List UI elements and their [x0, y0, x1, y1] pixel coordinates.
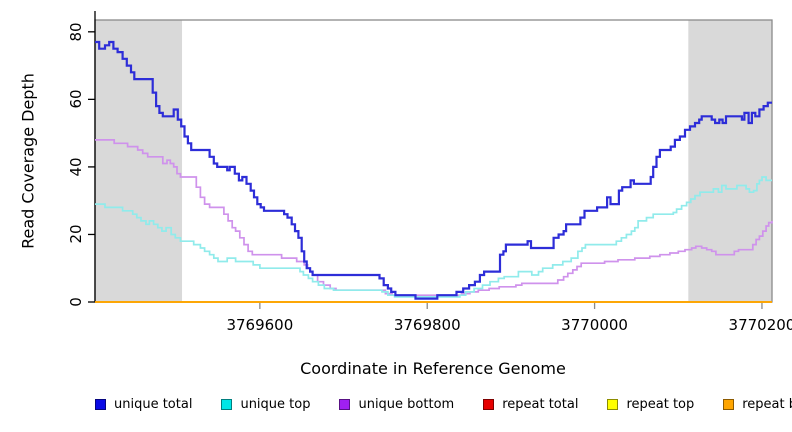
x-tick-label: 3769600: [226, 316, 294, 334]
plot-box: [94, 19, 773, 303]
x-tick-label: 3770200: [728, 316, 792, 334]
legend-item-repeat-bottom: repeat bottom: [723, 397, 792, 412]
legend: unique total unique top unique bottom repea…: [95, 397, 792, 412]
x-tick-label: 3770000: [561, 316, 628, 334]
legend-swatch-icon: [723, 399, 735, 410]
legend-label: unique top: [240, 397, 311, 412]
legend-swatch-icon: [95, 399, 106, 410]
legend-item-unique-bottom: unique bottom: [339, 397, 454, 412]
highlight-region: [688, 20, 772, 302]
y-tick-label: 60: [67, 89, 85, 109]
legend-label: unique total: [114, 397, 193, 412]
legend-swatch-icon: [607, 399, 619, 410]
series-line-unique-bottom: [95, 139, 773, 297]
y-axis-title: Read Coverage Depth: [18, 73, 38, 249]
y-tick-label: 40: [67, 157, 85, 177]
legend-item-repeat-top: repeat top: [607, 397, 694, 412]
legend-item-unique-total: unique total: [95, 397, 192, 412]
x-axis-title: Coordinate in Reference Genome: [300, 359, 566, 378]
legend-item-repeat-total: repeat total: [483, 397, 578, 412]
legend-swatch-icon: [221, 399, 233, 410]
legend-swatch-icon: [339, 399, 351, 410]
x-tick-label: 3769800: [393, 316, 461, 334]
y-tick-label: 80: [67, 22, 85, 42]
legend-label: unique bottom: [358, 397, 455, 412]
y-tick-label: 0: [67, 297, 85, 307]
y-tick-label: 20: [67, 224, 85, 244]
series-line-unique-top: [95, 176, 772, 298]
legend-swatch-icon: [483, 399, 495, 410]
legend-label: repeat bottom: [742, 397, 792, 412]
series-line-unique-total: [95, 40, 772, 300]
legend-item-unique-top: unique top: [221, 397, 310, 412]
legend-label: repeat total: [502, 397, 579, 412]
legend-label: repeat top: [626, 397, 695, 412]
